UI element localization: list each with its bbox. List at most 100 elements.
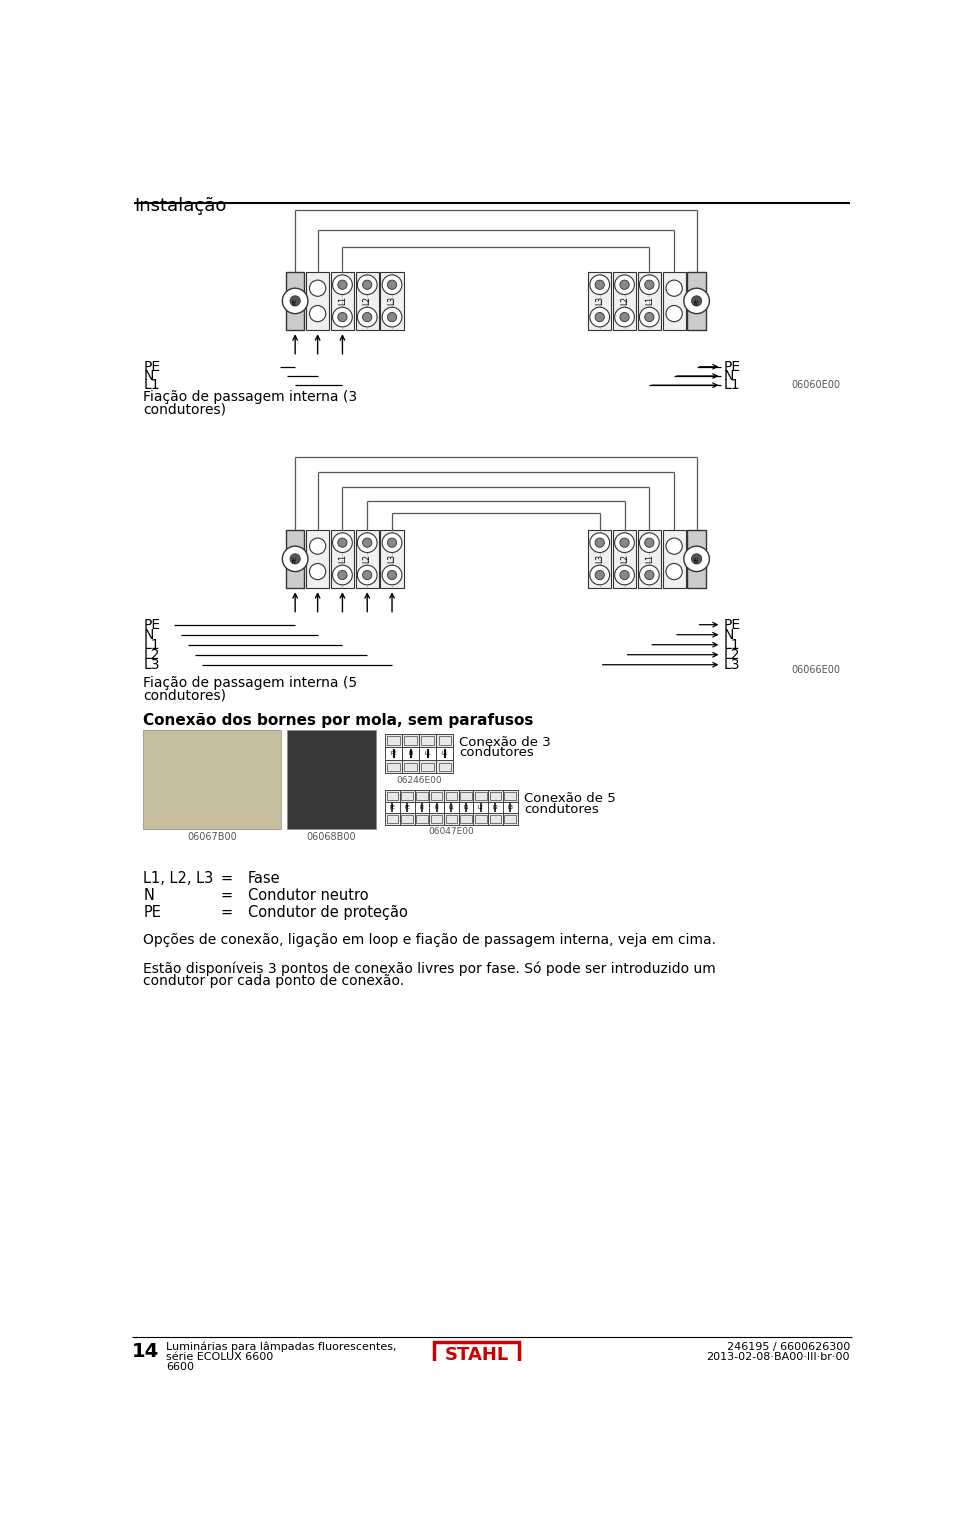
Text: L2: L2	[724, 648, 740, 662]
Bar	[421, 763, 434, 771]
Bar	[612, 531, 636, 587]
Circle shape	[684, 287, 709, 313]
Circle shape	[332, 534, 352, 552]
Circle shape	[645, 280, 654, 289]
Text: L2: L2	[492, 806, 498, 810]
Text: N: N	[409, 751, 413, 757]
Circle shape	[338, 570, 348, 579]
Text: L1, L2, L3: L1, L2, L3	[143, 872, 213, 887]
Bar	[286, 272, 304, 330]
Text: N: N	[435, 806, 439, 810]
Bar	[385, 748, 402, 760]
Bar	[401, 792, 413, 800]
Bar	[445, 815, 457, 823]
Bar	[475, 792, 487, 800]
Text: condutor por cada ponto de conexão.: condutor por cada ponto de conexão.	[143, 974, 404, 988]
Circle shape	[388, 312, 396, 321]
Text: PE: PE	[404, 806, 410, 810]
Text: 06047E00: 06047E00	[428, 827, 474, 836]
Bar	[503, 801, 517, 813]
Bar	[387, 792, 398, 800]
Text: 14: 14	[132, 1341, 158, 1361]
Bar	[399, 801, 415, 813]
Circle shape	[595, 280, 605, 289]
Text: L1: L1	[424, 751, 431, 757]
Bar	[385, 801, 399, 813]
Bar	[444, 790, 459, 801]
Bar	[416, 792, 427, 800]
Bar	[473, 801, 488, 813]
Bar	[415, 790, 429, 801]
Text: N: N	[143, 368, 154, 382]
Circle shape	[290, 553, 300, 564]
Text: L3: L3	[388, 297, 396, 306]
Text: 246195 / 6600626300: 246195 / 6600626300	[727, 1341, 850, 1352]
Circle shape	[620, 280, 629, 289]
Circle shape	[666, 538, 683, 553]
Text: 06246E00: 06246E00	[396, 775, 442, 784]
Circle shape	[639, 275, 660, 295]
Text: condutores: condutores	[524, 803, 598, 815]
Circle shape	[357, 566, 377, 586]
Circle shape	[309, 280, 325, 297]
Text: 6600: 6600	[166, 1362, 195, 1372]
Circle shape	[309, 538, 325, 553]
Circle shape	[382, 566, 402, 586]
Text: Conexão dos bornes por mola, sem parafusos: Conexão dos bornes por mola, sem parafus…	[143, 713, 534, 728]
Bar	[355, 531, 379, 587]
Text: L2: L2	[363, 297, 372, 306]
Text: PE: PE	[391, 751, 396, 757]
Text: condutores): condutores)	[143, 688, 227, 703]
Circle shape	[620, 312, 629, 321]
Text: L3: L3	[507, 806, 514, 810]
Text: L3: L3	[595, 555, 604, 563]
Text: Condutor neutro: Condutor neutro	[248, 888, 369, 904]
Circle shape	[363, 280, 372, 289]
Bar	[402, 734, 420, 748]
Circle shape	[639, 534, 660, 552]
Bar	[404, 737, 417, 745]
Bar	[420, 760, 436, 774]
Text: Instalação: Instalação	[134, 197, 227, 216]
Bar	[460, 792, 472, 800]
Bar	[434, 1341, 519, 1368]
Text: Condutor de proteção: Condutor de proteção	[248, 905, 408, 920]
Text: Fiação de passagem interna (5: Fiação de passagem interna (5	[143, 676, 357, 690]
Bar	[588, 272, 612, 330]
Bar	[445, 792, 457, 800]
Bar	[444, 801, 459, 813]
Bar	[431, 815, 443, 823]
Circle shape	[595, 570, 605, 579]
Bar	[416, 815, 427, 823]
Text: PE: PE	[293, 555, 298, 563]
Circle shape	[645, 312, 654, 321]
Text: Luminárias para lâmpadas fluorescentes,: Luminárias para lâmpadas fluorescentes,	[166, 1341, 397, 1352]
Text: L1: L1	[645, 555, 654, 563]
Bar	[490, 792, 501, 800]
Circle shape	[620, 538, 629, 547]
Bar	[380, 531, 403, 587]
Circle shape	[363, 312, 372, 321]
Text: Estão disponíveis 3 pontos de conexão livres por fase. Só pode ser introduzido u: Estão disponíveis 3 pontos de conexão li…	[143, 962, 716, 977]
Bar	[399, 790, 415, 801]
Bar	[504, 792, 516, 800]
Text: =: =	[221, 872, 233, 887]
Text: N: N	[143, 888, 155, 904]
Bar	[421, 737, 434, 745]
Bar	[488, 813, 503, 824]
Circle shape	[309, 306, 325, 321]
Text: PE: PE	[143, 618, 160, 631]
Text: L1: L1	[143, 638, 160, 651]
Bar	[429, 801, 444, 813]
Bar	[459, 801, 473, 813]
Circle shape	[338, 312, 348, 321]
Bar	[420, 748, 436, 760]
Circle shape	[691, 553, 702, 564]
Text: Conexão de 5: Conexão de 5	[524, 792, 615, 804]
Circle shape	[388, 570, 396, 579]
Circle shape	[666, 280, 683, 297]
Bar	[404, 763, 417, 771]
Bar	[488, 801, 503, 813]
Bar	[331, 272, 354, 330]
Text: Opções de conexão, ligação em loop e fiação de passagem interna, veja em cima.: Opções de conexão, ligação em loop e fia…	[143, 933, 716, 946]
